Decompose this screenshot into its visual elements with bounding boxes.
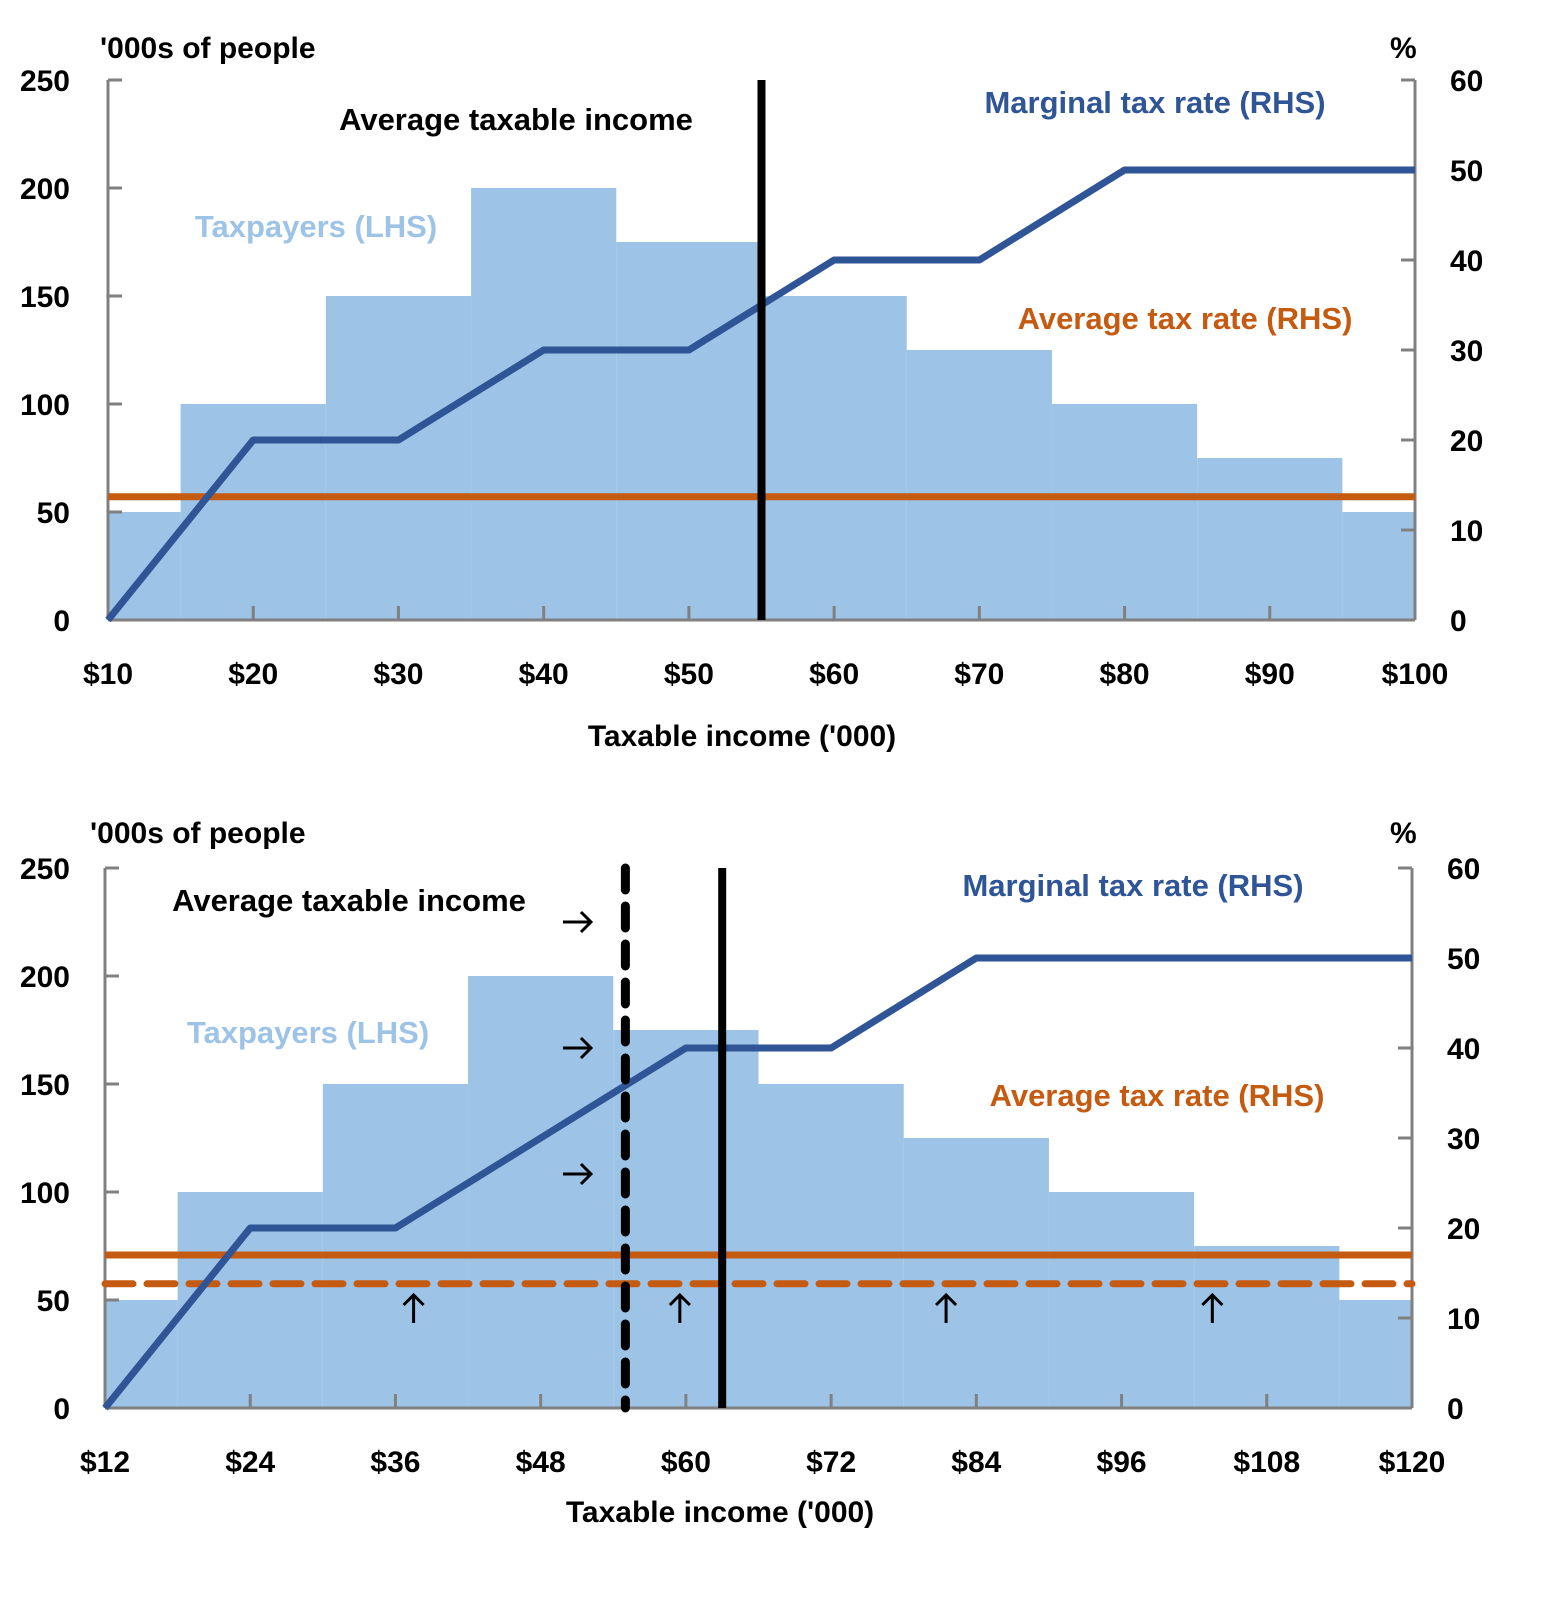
income-label: Average taxable income (172, 883, 526, 918)
marginal-tax-rate-line (102, 954, 1412, 1411)
x-axis-title: Taxable income ('000) (588, 720, 896, 753)
histogram-bar (761, 296, 907, 620)
y-left-tick-label: 200 (20, 961, 70, 994)
histogram-bar (616, 242, 762, 620)
up-arrow-icon (1201, 1292, 1224, 1323)
y-left-tick-label: 150 (20, 281, 70, 314)
y-right-tick-label: 10 (1450, 515, 1483, 548)
x-tick-label: $40 (519, 658, 569, 691)
x-tick-label: $108 (1233, 1446, 1300, 1479)
y-left-tick-label: 250 (20, 65, 70, 98)
marginal-label: Marginal tax rate (RHS) (984, 85, 1325, 120)
chart-top: 0 50 100 150 200 250 0 10 20 30 40 50 60 $10 $20 $30 $40… (20, 65, 1483, 691)
y-left-tick-label: 0 (53, 1393, 70, 1426)
average-label: Average tax rate (RHS) (1018, 301, 1353, 336)
y-left-label: '000s of people (90, 817, 306, 850)
x-tick-label: $90 (1245, 658, 1295, 691)
histogram-bar (1194, 1246, 1340, 1408)
y-left-tick-label: 50 (37, 497, 70, 530)
y-right-tick-label: 20 (1450, 425, 1483, 458)
y-right-tick-label: 20 (1447, 1213, 1480, 1246)
histogram-bar (177, 1192, 323, 1408)
histogram-bar (471, 188, 617, 620)
marginal-label: Marginal tax rate (RHS) (962, 868, 1303, 903)
y-right-tick-label: 60 (1450, 65, 1483, 98)
taxpayers-label: Taxpayers (LHS) (195, 209, 437, 244)
histogram-bar (613, 1030, 759, 1408)
x-tick-label: $10 (83, 658, 133, 691)
y-right-label: % (1390, 817, 1417, 850)
y-right-tick-label: 50 (1447, 943, 1480, 976)
average-label: Average tax rate (RHS) (990, 1078, 1325, 1113)
y-right-tick-label: 0 (1450, 605, 1467, 638)
histogram-bar (1051, 404, 1198, 620)
histogram-bar (1342, 512, 1415, 620)
x-tick-label: $60 (661, 1446, 711, 1479)
y-right-tick-label: 50 (1450, 155, 1483, 188)
histogram-bar (906, 350, 1052, 620)
x-tick-label: $48 (516, 1446, 566, 1479)
x-tick-label: $100 (1382, 658, 1449, 691)
x-tick-label: $120 (1379, 1446, 1446, 1479)
right-arrow-icon (562, 1162, 594, 1186)
x-tick-label: $80 (1100, 658, 1150, 691)
histogram-bar (1339, 1300, 1412, 1408)
histogram-bar (322, 1084, 469, 1408)
x-tick-label: $36 (370, 1446, 420, 1479)
up-arrow-icon (935, 1292, 958, 1323)
x-tick-label: $96 (1097, 1446, 1147, 1479)
chart-bottom: 0 50 100 150 200 250 0 10 20 30 40 50 60 $12 $24 $36 $48… (20, 853, 1480, 1479)
x-tick-label: $20 (228, 658, 278, 691)
y-left-tick-label: 100 (20, 1177, 70, 1210)
x-axis-title: Taxable income ('000) (566, 1496, 874, 1529)
y-right-tick-label: 60 (1447, 853, 1480, 886)
histogram-bar (903, 1138, 1049, 1408)
y-left-tick-label: 100 (20, 389, 70, 422)
y-left-tick-label: 200 (20, 173, 70, 206)
y-right-tick-label: 40 (1447, 1033, 1480, 1066)
y-right-tick-label: 40 (1450, 245, 1483, 278)
x-tick-label: $60 (809, 658, 859, 691)
x-tick-label: $12 (80, 1446, 130, 1479)
y-right-tick-label: 30 (1450, 335, 1483, 368)
y-left-tick-label: 50 (37, 1285, 70, 1318)
histogram-bar (468, 976, 614, 1408)
y-right-tick-label: 30 (1447, 1123, 1480, 1156)
up-arrow-icon (668, 1292, 691, 1323)
histogram-bar (1048, 1192, 1195, 1408)
y-left-tick-label: 0 (53, 605, 70, 638)
right-arrow-icon (562, 1036, 594, 1060)
x-tick-label: $84 (951, 1446, 1001, 1479)
y-right-tick-label: 10 (1447, 1303, 1480, 1336)
x-tick-label: $24 (225, 1446, 275, 1479)
right-arrow-icon (562, 910, 594, 934)
x-tick-label: $30 (373, 658, 423, 691)
marginal-tax-rate-line (105, 166, 1415, 623)
y-left-tick-label: 250 (20, 853, 70, 886)
y-left-tick-label: 150 (20, 1069, 70, 1102)
histogram-bar (180, 404, 326, 620)
y-left-label: '000s of people (100, 32, 316, 65)
x-tick-label: $70 (954, 658, 1004, 691)
y-right-tick-label: 0 (1447, 1393, 1464, 1426)
income-label: Average taxable income (339, 102, 693, 137)
taxpayers-label: Taxpayers (LHS) (187, 1015, 429, 1050)
up-arrow-icon (402, 1292, 425, 1323)
histogram-bar (325, 296, 472, 620)
histogram-bar (758, 1084, 904, 1408)
y-right-label: % (1390, 32, 1417, 65)
histogram-bar (1197, 458, 1343, 620)
x-tick-label: $50 (664, 658, 714, 691)
x-tick-label: $72 (806, 1446, 856, 1479)
